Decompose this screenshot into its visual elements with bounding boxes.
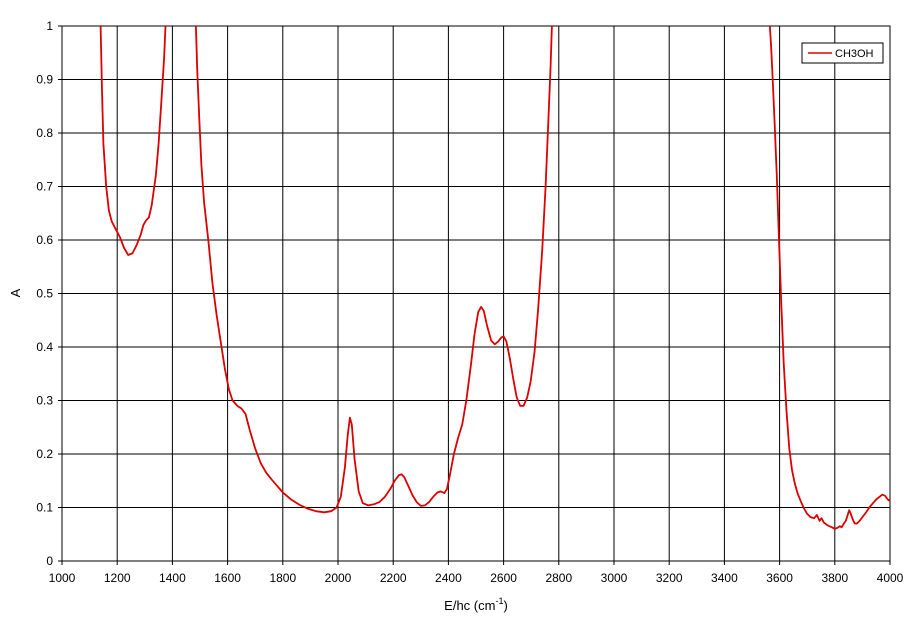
x-tick-label: 2000 [325,571,352,585]
legend-label: CH3OH [835,48,874,60]
x-tick-label: 1200 [104,571,131,585]
legend: CH3OH [801,42,884,64]
x-tick-label: 2800 [545,571,572,585]
y-tick-label: 0.3 [36,394,53,408]
grid [62,26,890,561]
x-axis-title: E/hc (cm-1) [444,596,508,613]
x-tick-label: 3800 [821,571,848,585]
series-line-ch3oh [769,25,891,530]
y-tick-label: 0.7 [36,180,53,194]
y-tick-label: 0.9 [36,73,53,87]
y-tick-label: 0.2 [36,447,53,461]
y-tick-label: 0.6 [36,233,53,247]
x-tick-label: 3200 [656,571,683,585]
x-tick-label: 2400 [435,571,462,585]
y-tick-label: 0.8 [36,126,53,140]
y-tick-label: 0.1 [36,501,53,515]
x-tick-label: 3000 [601,571,628,585]
y-axis-title: A [8,288,23,297]
legend-box [801,42,884,64]
x-tick-label: 2200 [380,571,407,585]
x-tick-label: 4000 [877,571,904,585]
x-tick-label: 1000 [49,571,76,585]
y-axis: 0 0.1 0.2 0.3 0.4 0.5 0.6 0.7 0.8 0.9 1 [36,19,62,568]
series-line-ch3oh [195,25,553,514]
series-line-ch3oh [99,25,167,256]
series-group [99,25,891,530]
x-tick-label: 1600 [214,571,241,585]
x-tick-label: 3400 [711,571,738,585]
x-tick-label: 3600 [766,571,793,585]
x-axis: 1000 1200 1400 1600 1800 2000 2200 2400 2600 2800… [49,561,904,585]
y-tick-label: 0 [46,554,53,568]
y-tick-label: 0.4 [36,340,53,354]
x-tick-label: 1400 [159,571,186,585]
x-tick-label: 1800 [269,571,296,585]
y-tick-label: 1 [46,19,53,33]
x-tick-label: 2600 [490,571,517,585]
y-tick-label: 0.5 [36,287,53,301]
